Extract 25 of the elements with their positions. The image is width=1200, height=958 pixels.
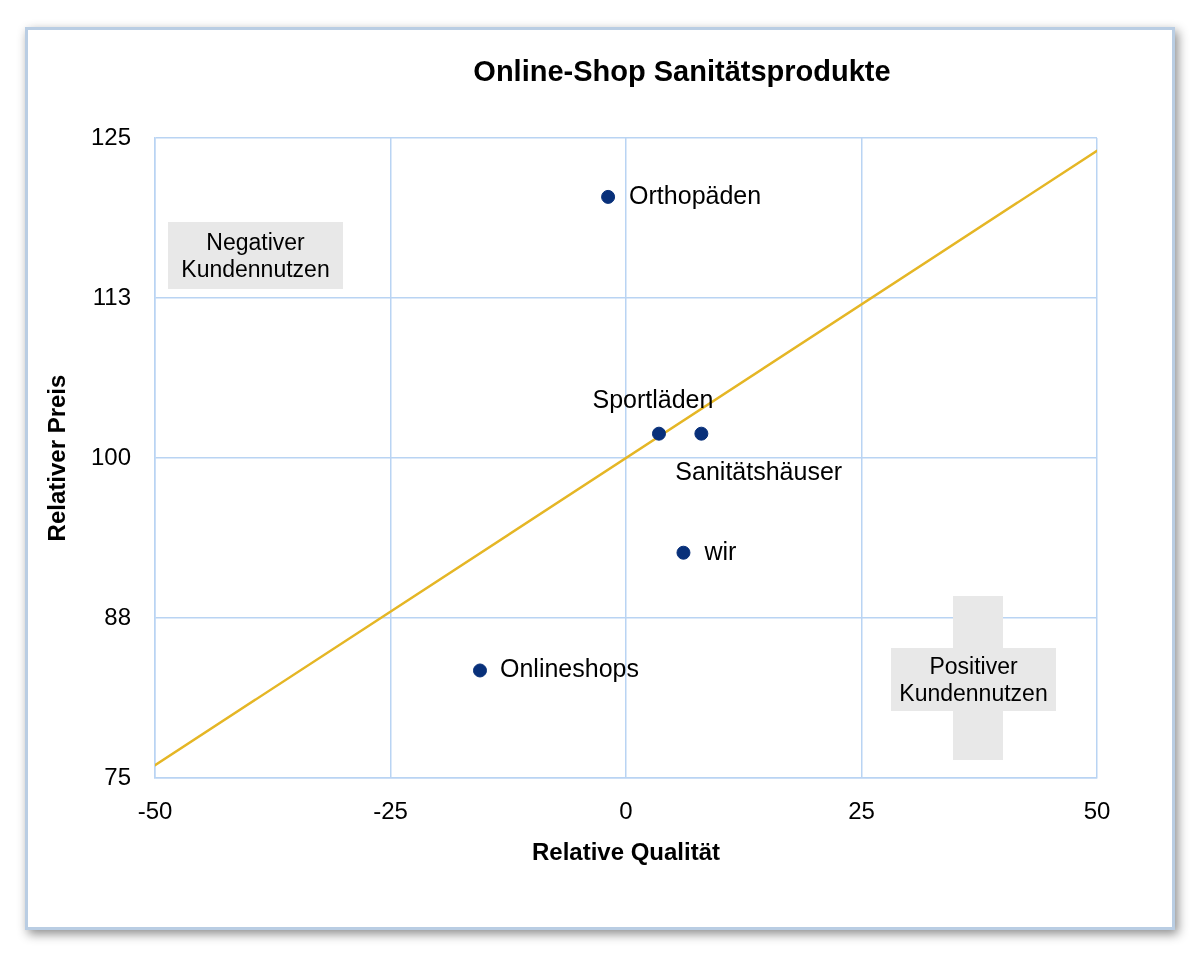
x-tick-label: 25 — [848, 797, 875, 825]
y-tick-label: 75 — [104, 762, 131, 790]
point — [651, 426, 666, 441]
series-label: wir — [703, 536, 737, 565]
annotation: Positiver Kundennutzen — [898, 652, 1049, 707]
point — [694, 426, 709, 441]
point — [601, 189, 616, 204]
y-tick-label: 100 — [90, 442, 131, 470]
point — [472, 663, 487, 678]
chart-title: Online-Shop Sanitätsprodukte — [473, 54, 891, 88]
annotation: Negativer Kundennutzen — [180, 228, 331, 283]
y-tick-label: 113 — [92, 282, 131, 310]
series-label: Orthopäden — [629, 180, 762, 209]
x-tick-label: 50 — [1083, 797, 1111, 825]
x-tick-label: -25 — [373, 797, 408, 825]
point — [676, 545, 691, 560]
y-axis-title: Relativer Preis — [43, 374, 71, 542]
series-label: Sanitätshäuser — [675, 456, 843, 485]
y-tick-label: 88 — [104, 602, 131, 630]
x-axis-title: Relative Qualität — [531, 838, 721, 866]
y-tick-label: 125 — [90, 122, 131, 150]
series-label: Sportläden — [592, 384, 714, 413]
series-label: Onlineshops — [499, 654, 639, 683]
x-tick-label: -50 — [137, 797, 173, 825]
x-tick-label: 0 — [619, 797, 633, 825]
